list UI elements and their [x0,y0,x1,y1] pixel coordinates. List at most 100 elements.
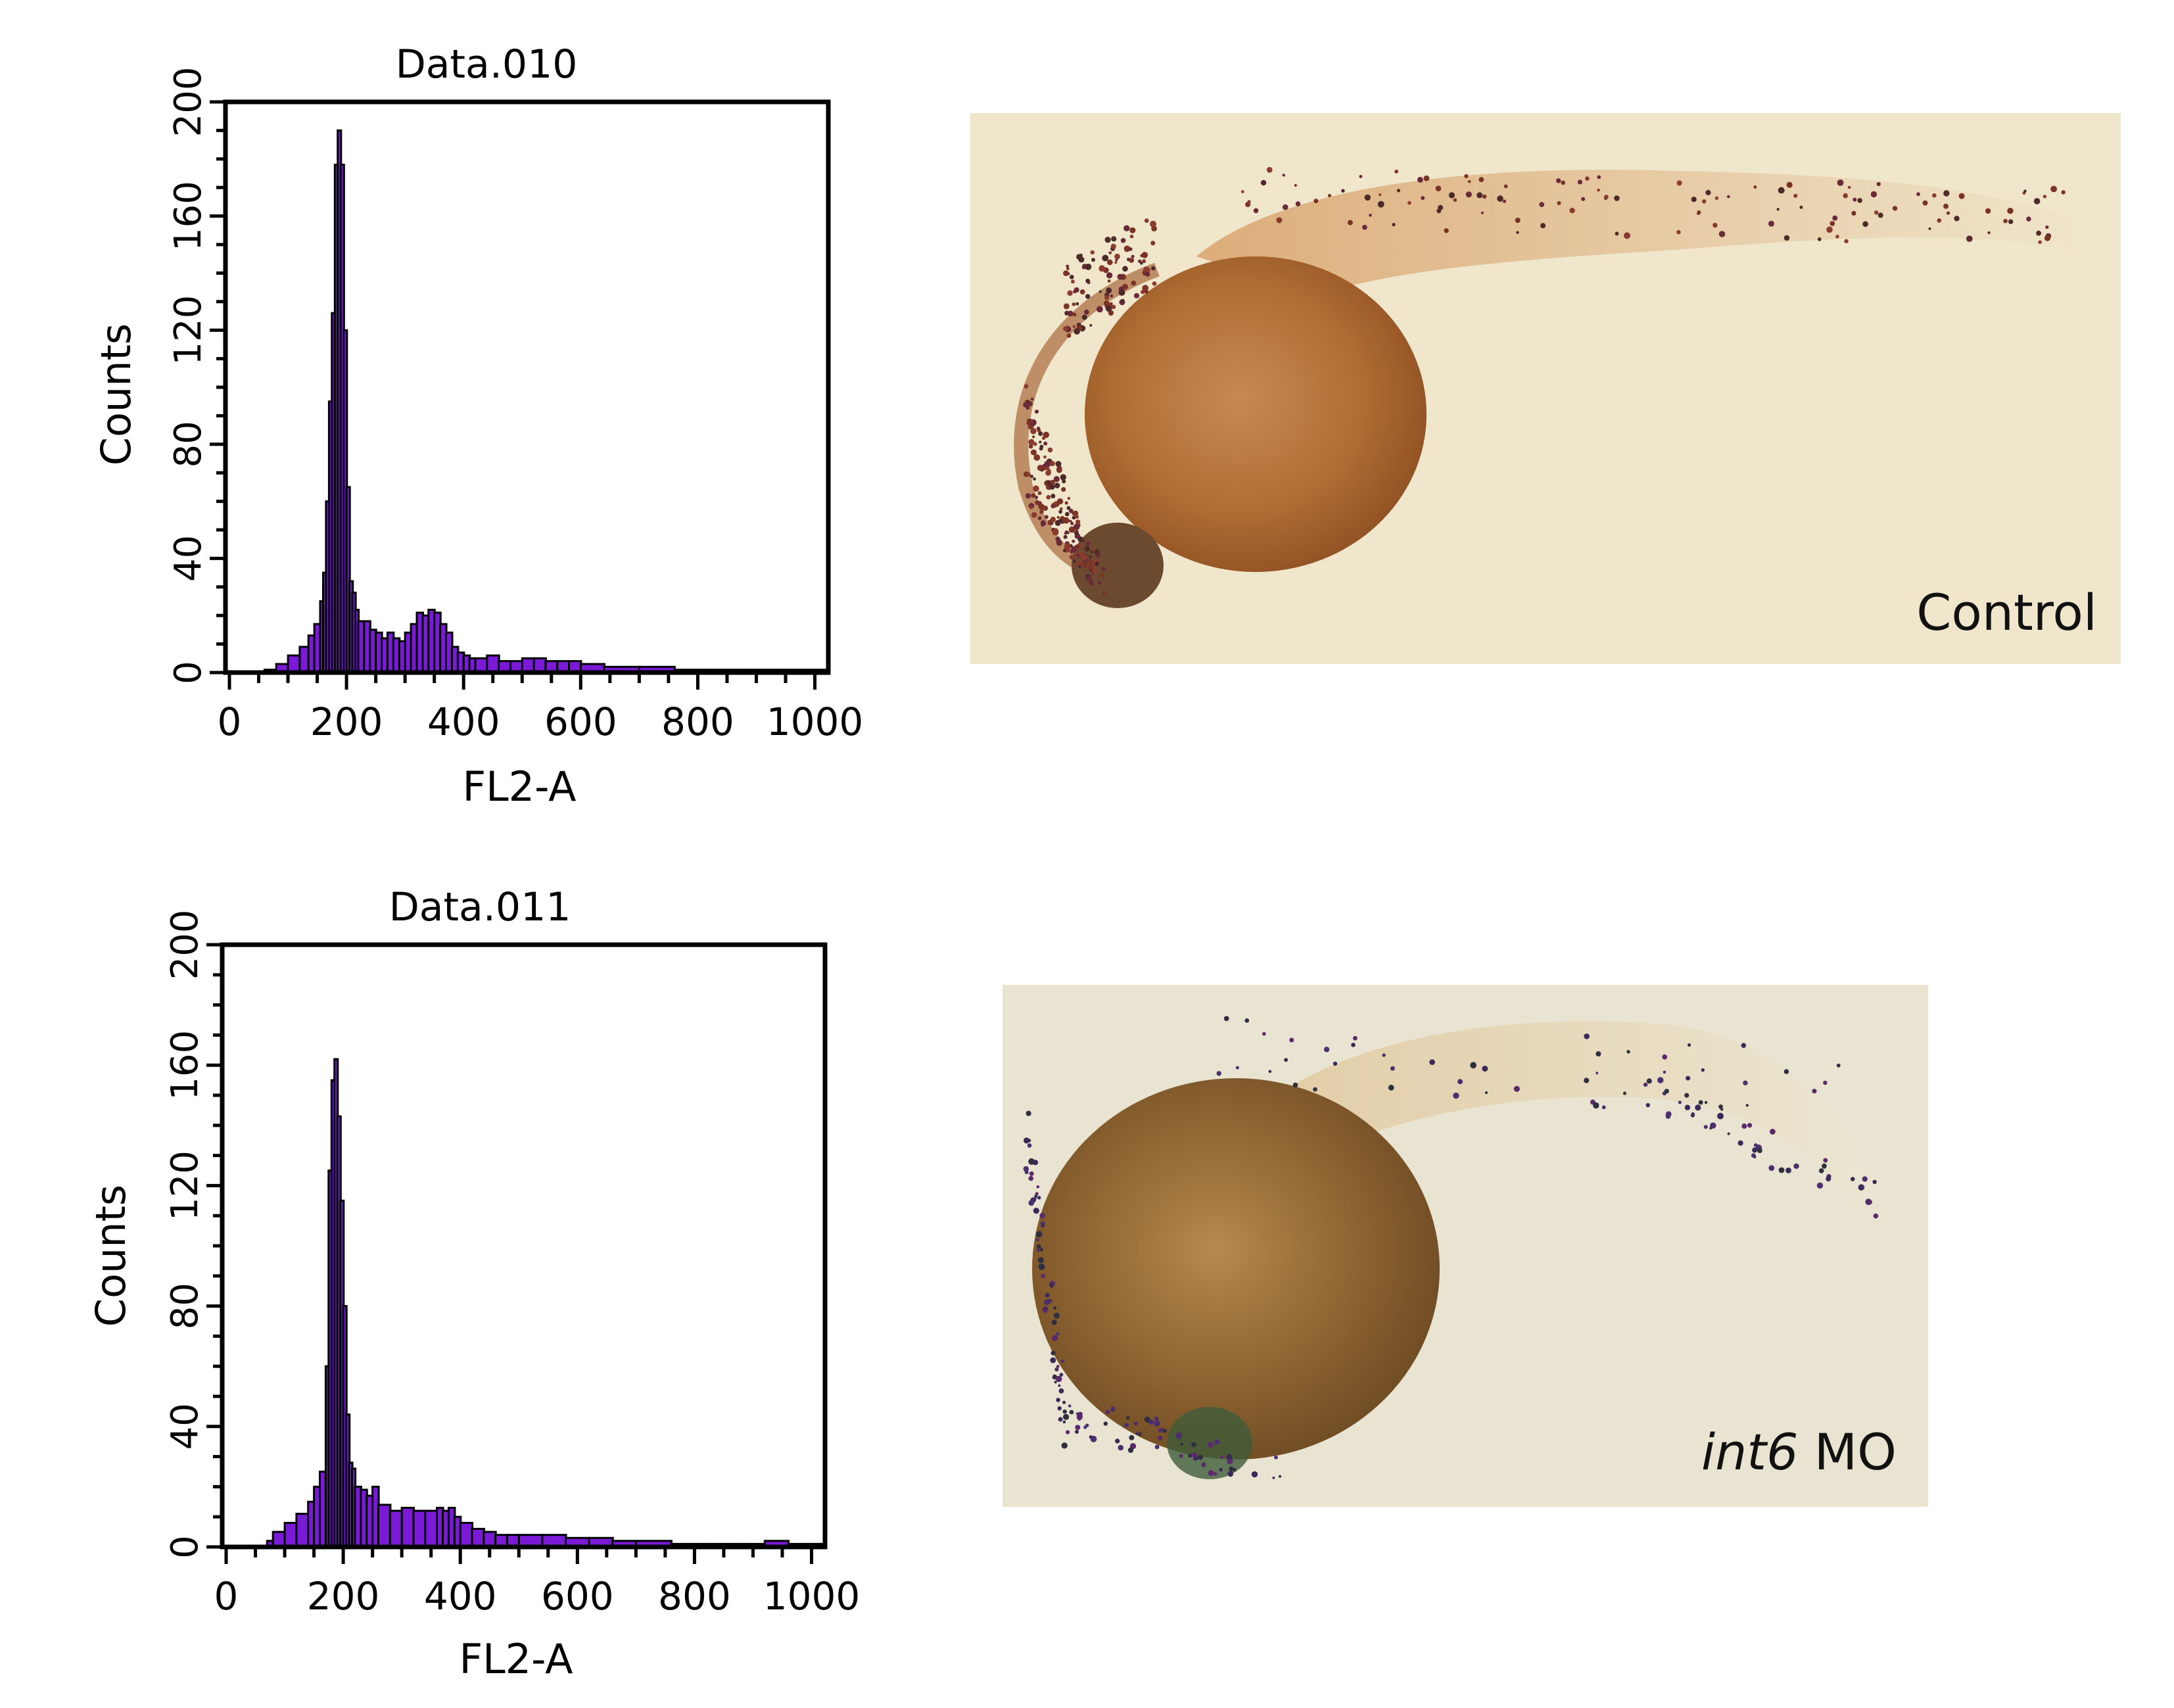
stained-cell-dot [1035,495,1039,499]
stained-cell-dot [1066,333,1072,338]
stained-cell-dot [1102,591,1106,595]
stained-cell-dot [1362,224,1367,230]
stained-cell-dot [1946,211,1950,215]
stained-cell-dot [1081,554,1088,560]
stained-cell-dot [1698,1100,1703,1105]
stained-cell-dot [1778,187,1785,194]
stained-cell-dot [1039,440,1042,444]
stained-cell-dot [1695,1104,1701,1111]
stained-cell-dot [1033,477,1036,481]
histogram-bin [400,1507,415,1548]
stained-cell-dot [1727,195,1730,199]
stained-cell-dot [1870,191,1878,198]
stained-cell-dot [1922,200,1928,206]
stained-cell-dot [2045,225,2049,229]
stained-cell-dot [1140,262,1143,265]
stained-cell-dot [1072,515,1076,520]
stained-cell-dot [1464,174,1469,179]
stained-cell-dot [1028,439,1035,446]
stained-cell-dot [1026,472,1031,477]
stained-cell-dot [1028,418,1033,424]
stained-cell-dot [1058,1384,1061,1387]
stained-cell-dot [1066,264,1070,268]
stained-cell-dot [1059,1373,1064,1377]
stained-cell-dot [1068,526,1075,533]
stained-cell-dot [1030,397,1034,401]
stained-cell-dot [1873,1213,1879,1219]
stained-cell-dot [1615,231,1619,236]
embryo-photo-int6-mo: int6 MO [1003,985,1928,1507]
stained-cell-dot [1053,1312,1060,1319]
stained-cell-dot [1069,519,1072,523]
stained-cell-dot [1188,1454,1193,1458]
stained-cell-dot [1646,1078,1652,1084]
stained-cell-dot [1778,1167,1785,1174]
stained-cell-dot [1072,559,1076,563]
stained-cell-dot [2061,190,2066,195]
stained-cell-dot [1144,267,1150,273]
stained-cell-dot [1138,1432,1142,1436]
stained-cell-dot [1064,542,1071,550]
stained-cell-dot [1111,304,1116,310]
stained-cell-dot [1394,170,1399,174]
stained-cell-dot [1448,192,1455,199]
stained-cell-dot [1152,281,1157,286]
stained-cells [1023,1016,1879,1479]
stained-cell-dot [1626,1050,1630,1054]
stained-cell-dot [1718,1104,1723,1109]
stained-cell-dot [1453,198,1457,202]
stained-cell-dot [1678,1101,1682,1104]
stained-cell-dot [1075,519,1081,525]
stained-cell-dot [1353,1035,1358,1041]
stained-cell-dot [1377,201,1384,208]
stained-cell-dot [1056,498,1064,505]
x-tick-label: 800 [658,1574,731,1619]
stained-cell-dot [1208,1470,1214,1477]
stained-cell-dot [1048,471,1051,475]
stained-cell-dot [1091,258,1095,262]
stained-cell-dot [1294,184,1297,187]
stained-cell-dot [1832,215,1838,221]
stained-cell-dot [1347,220,1353,225]
stained-cell-dot [1046,480,1051,485]
stained-cell-dot [1058,1417,1063,1422]
stained-cell-dot [1052,529,1059,536]
stained-cell-dot [1295,201,1301,206]
stained-cell-dot [1718,231,1726,237]
stained-cell-dot [1089,323,1093,327]
stained-cell-dot [1055,1375,1062,1383]
stained-cell-dot [1051,494,1056,498]
stained-cell-dot [1282,174,1285,177]
stained-cell-dot [1038,431,1043,437]
stained-cell-dot [1028,1175,1033,1181]
histogram-bin [412,1509,427,1548]
stained-cell-dot [1150,220,1156,227]
stained-cell-dot [1106,287,1112,294]
stained-cell-dot [1062,1409,1067,1414]
stained-cell-dot [1053,1306,1056,1310]
stained-cell-dot [1192,1452,1198,1458]
stained-cell-dot [1135,1432,1139,1435]
stained-cell-dot [2003,218,2008,224]
stained-cell-dot [1025,493,1031,499]
stained-cell-dot [1051,1319,1057,1325]
stained-cell-dot [1088,564,1094,570]
stained-cell-dot [1037,1257,1044,1264]
stained-cell-dot [1704,1101,1708,1104]
stained-cell-dot [1379,193,1382,197]
stained-cell-dot [2023,189,2027,193]
stained-cell-dot [1569,208,1575,214]
stained-cell-dot [1158,1428,1163,1433]
stained-cell-dot [1092,568,1098,574]
stained-cell-dot [1037,465,1044,471]
stained-cell-dot [1107,259,1113,266]
stained-cell-dot [1095,561,1099,567]
stained-cell-dot [1030,475,1033,479]
stained-cell-dot [1031,511,1037,518]
stained-cell-dot [1382,1053,1386,1057]
stained-cell-dot [1289,1037,1294,1043]
stained-cell-dot [1835,235,1839,239]
stained-cell-dot [1070,521,1074,525]
stained-cell-dot [1862,221,1869,227]
stained-cell-dot [1029,1171,1034,1176]
